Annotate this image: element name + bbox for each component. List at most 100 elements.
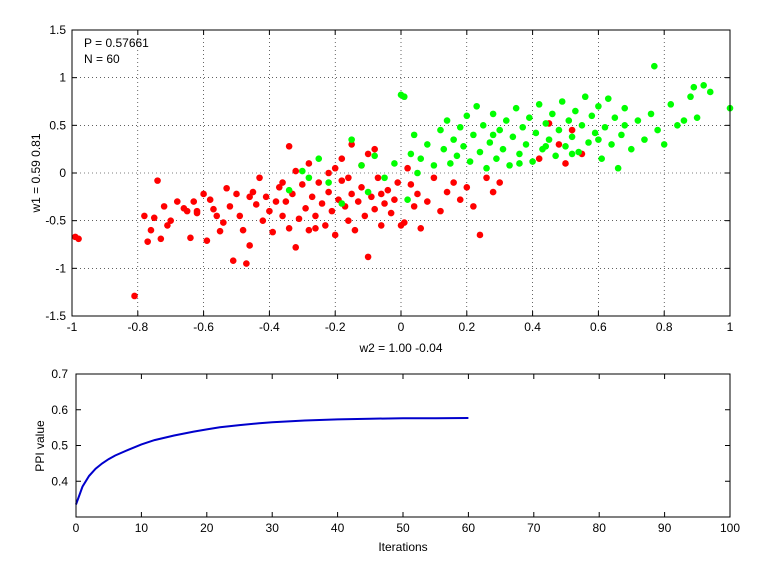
green-data-point [693, 114, 701, 122]
red-data-point [305, 226, 313, 234]
scatter-x-tick-label: -0.2 [325, 320, 346, 334]
red-data-point [167, 217, 174, 224]
red-data-point [305, 160, 313, 167]
line-x-tick-label: 40 [331, 521, 345, 535]
red-data-point [410, 203, 418, 210]
red-data-point [424, 198, 431, 205]
red-data-point [259, 217, 267, 224]
red-data-point [437, 207, 444, 215]
line-tick-marks [75, 373, 731, 517]
green-data-point [532, 129, 540, 137]
red-data-point [75, 235, 82, 243]
green-data-point [358, 162, 365, 169]
red-data-point [456, 196, 464, 203]
green-data-point [338, 200, 346, 207]
line-y-tick-labels: 0.4 0.5 0.6 0.7 [51, 367, 68, 488]
line-x-tick-label: 90 [658, 521, 672, 535]
red-data-point [187, 234, 194, 242]
scatter-plot: -1 -0.8 -0.6 -0.4 -0.2 0 0.2 0.4 0.6 0.8 1 -1.5-1-… [29, 23, 734, 355]
green-data-point [706, 88, 714, 96]
red-data-point [141, 212, 148, 220]
green-data-point [542, 120, 550, 127]
red-data-point [315, 179, 323, 186]
green-data-point [651, 62, 658, 70]
red-data-point [338, 177, 346, 184]
red-data-point [387, 209, 395, 217]
green-data-point [456, 123, 464, 131]
red-data-point [193, 207, 201, 215]
line-x-tick-label: 20 [200, 521, 214, 535]
green-data-point [364, 188, 372, 196]
scatter-y-tick-label: -1.5 [45, 309, 66, 323]
red-data-point [183, 207, 191, 215]
scatter-gridlines [72, 30, 730, 316]
red-data-point [243, 260, 250, 267]
line-x-tick-label: 100 [720, 521, 740, 535]
green-data-point [549, 110, 556, 118]
green-data-point [611, 114, 619, 122]
line-x-tick-label: 80 [593, 521, 607, 535]
scatter-x-tick-label: 1 [727, 320, 734, 334]
red-data-point [246, 242, 253, 249]
green-data-point [407, 150, 415, 158]
green-data-point [555, 126, 563, 134]
green-data-point [628, 145, 635, 153]
red-data-point [400, 219, 408, 226]
green-data-point [614, 164, 622, 172]
green-data-point [450, 136, 457, 143]
green-data-point [674, 122, 681, 129]
green-data-point [542, 143, 550, 150]
scatter-y-tick-label: 1.5 [49, 23, 66, 37]
line-x-tick-label: 30 [266, 521, 280, 535]
red-data-point [384, 186, 392, 194]
green-data-point [568, 150, 576, 158]
green-point-series [285, 62, 734, 207]
red-data-point [414, 190, 421, 198]
green-data-point [516, 160, 523, 167]
red-data-point [292, 167, 300, 175]
red-data-point [417, 224, 425, 232]
red-data-point [404, 164, 411, 172]
green-data-point [529, 158, 536, 165]
green-data-point [585, 139, 592, 146]
green-data-point [430, 162, 438, 169]
red-data-point [262, 193, 270, 201]
green-data-point [660, 141, 668, 148]
green-data-point [496, 126, 504, 134]
red-data-point [236, 212, 244, 220]
red-data-point [470, 203, 477, 210]
green-data-point [522, 141, 530, 148]
green-data-point [604, 95, 612, 102]
scatter-tick-marks [71, 29, 731, 317]
red-data-point [568, 126, 576, 134]
green-data-point [479, 122, 487, 129]
green-data-point [509, 133, 517, 141]
red-data-point [154, 177, 161, 184]
scatter-x-tick-label: 0.6 [590, 320, 607, 334]
red-data-point [476, 231, 484, 239]
red-data-point [364, 253, 372, 261]
red-data-point [312, 212, 319, 220]
scatter-y-tick-label: 0.5 [49, 118, 66, 132]
red-data-point [322, 222, 329, 229]
green-data-point [470, 131, 477, 139]
red-data-point [430, 174, 438, 182]
red-data-point [345, 217, 352, 224]
green-data-point [601, 123, 609, 131]
green-data-point [489, 110, 497, 118]
red-data-point [279, 212, 286, 220]
green-data-point [535, 101, 543, 108]
green-data-point [667, 101, 675, 108]
scatter-y-axis-label: w1 = 0.59 0.81 [29, 133, 43, 213]
line-y-axis-label: PPI value [33, 420, 47, 472]
green-data-point [608, 141, 615, 148]
green-data-point [519, 123, 527, 131]
line-y-tick-label: 0.5 [51, 439, 68, 453]
green-data-point [558, 98, 566, 105]
red-data-point [331, 231, 339, 239]
scatter-y-tick-label: -1 [55, 261, 66, 275]
line-x-tick-label: 60 [462, 521, 476, 535]
red-data-point [233, 190, 240, 198]
green-data-point [414, 169, 421, 177]
